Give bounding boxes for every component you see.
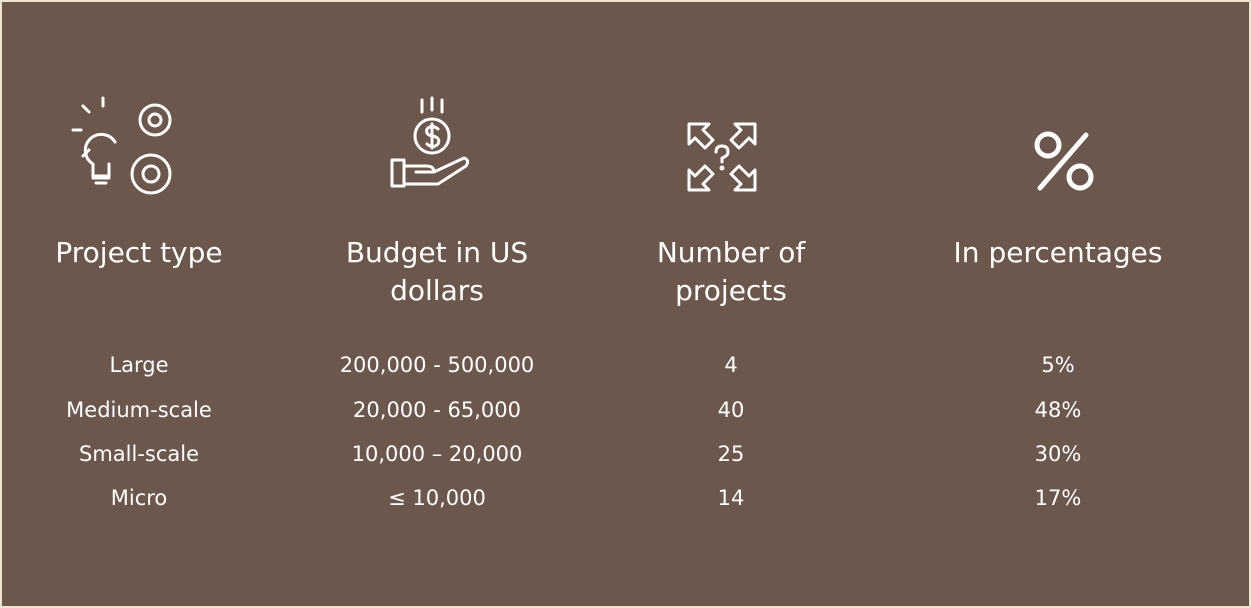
table-cell: ≤ 10,000 — [388, 486, 486, 510]
icon-budget — [390, 96, 470, 188]
table-cell: Medium-scale — [66, 398, 212, 422]
table-cell: Micro — [110, 486, 168, 510]
column-header: Budget in US dollars — [345, 236, 529, 307]
column-header: Number of projects — [656, 236, 806, 307]
icon-arrows-question — [687, 122, 757, 192]
icon-percent — [1034, 131, 1094, 191]
table-cell: 200,000 - 500,000 — [339, 353, 535, 377]
table-cell: 10,000 – 20,000 — [351, 442, 523, 466]
column-header: Project type — [55, 236, 223, 269]
table-cell: 4 — [724, 353, 738, 377]
table-cell: Large — [109, 353, 169, 377]
table-cell: 20,000 - 65,000 — [353, 398, 521, 422]
table-cell: 14 — [717, 486, 745, 510]
table-cell: 5% — [1041, 353, 1075, 377]
table-cell: Small-scale — [78, 442, 199, 466]
table-cell: 17% — [1034, 486, 1082, 510]
table-cell: 48% — [1034, 398, 1082, 422]
icon-idea-gears — [71, 96, 172, 195]
table-cell: 25 — [717, 442, 745, 466]
column-header: In percentages — [953, 236, 1163, 269]
table-cell: 30% — [1034, 442, 1082, 466]
table-cell: 40 — [717, 398, 745, 422]
